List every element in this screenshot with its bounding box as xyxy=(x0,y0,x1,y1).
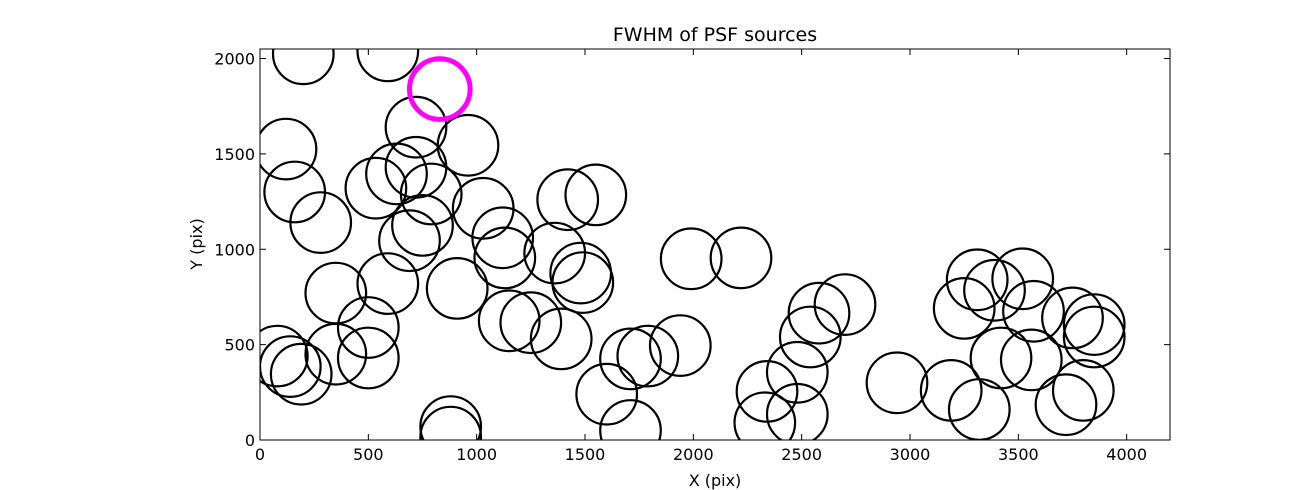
psf-source-marker xyxy=(865,351,929,415)
psf-source-marker xyxy=(344,156,408,220)
psf-source-marker xyxy=(765,340,829,404)
psf-source-marker xyxy=(425,257,489,320)
psf-source-marker xyxy=(499,291,563,355)
y-tick-label: 1500 xyxy=(214,145,255,164)
psf-source-marker xyxy=(945,248,1009,312)
psf-source-marker xyxy=(999,328,1063,392)
x-axis-title: X (pix) xyxy=(689,471,742,490)
y-tick-label: 2000 xyxy=(214,50,255,69)
psf-source-marker xyxy=(399,162,463,226)
psf-source-marker xyxy=(1041,286,1104,350)
psf-source-marker xyxy=(648,314,712,378)
chart-title: FWHM of PSF sources xyxy=(613,24,817,46)
psf-source-marker xyxy=(969,326,1033,390)
x-tick-label: 0 xyxy=(255,445,265,464)
psf-source-marker xyxy=(473,226,537,290)
psf-source-marker xyxy=(304,322,368,386)
psf-source-marker xyxy=(709,226,773,290)
psf-source-marker xyxy=(477,289,541,353)
plot-markers xyxy=(260,49,1126,440)
y-tick-label: 500 xyxy=(224,336,255,355)
psf-source-marker xyxy=(356,49,420,83)
psf-source-marker xyxy=(419,405,483,440)
psf-source-marker xyxy=(733,391,797,440)
psf-source-marker xyxy=(471,206,535,270)
psf-source-marker xyxy=(963,258,1026,322)
psf-source-marker xyxy=(787,281,851,345)
psf-source-marker xyxy=(778,305,842,369)
y-tick-label: 1000 xyxy=(214,240,255,259)
y-axis-title: Y (pix) xyxy=(187,218,206,270)
psf-source-marker xyxy=(260,324,309,388)
psf-source-marker xyxy=(1062,305,1126,369)
psf-source-marker xyxy=(529,307,593,371)
psf-source-marker xyxy=(419,395,483,440)
x-tick-label: 1000 xyxy=(456,445,497,464)
x-axis: 0 500 1000 1500 2000 2500 3000 3500 4000 xyxy=(255,49,1147,464)
psf-source-marker xyxy=(378,209,441,273)
psf-source-marker xyxy=(1002,279,1065,343)
psf-source-marker xyxy=(932,277,996,340)
psf-source-marker xyxy=(1051,359,1115,422)
x-tick-label: 3500 xyxy=(998,445,1039,464)
psf-source-marker xyxy=(813,273,877,337)
x-tick-label: 4000 xyxy=(1106,445,1147,464)
psf-source-marker xyxy=(336,326,400,390)
y-axis: 0 500 1000 1500 2000 xyxy=(214,50,1170,450)
psf-source-marker xyxy=(289,191,353,255)
x-tick-label: 2500 xyxy=(781,445,822,464)
psf-source-marker xyxy=(391,193,454,257)
psf-source-marker xyxy=(551,251,615,315)
psf-source-marker xyxy=(451,176,515,240)
psf-source-marker xyxy=(260,117,318,181)
psf-source-marker xyxy=(356,252,420,316)
x-tick-label: 1500 xyxy=(565,445,606,464)
x-tick-label: 500 xyxy=(353,445,384,464)
psf-source-marker xyxy=(616,324,680,388)
psf-source-marker xyxy=(384,95,448,159)
plot-frame xyxy=(259,48,1171,441)
psf-source-marker xyxy=(260,335,322,398)
psf-source-marker xyxy=(599,399,662,440)
psf-source-marker xyxy=(1062,293,1126,357)
psf-source-marker xyxy=(599,327,662,391)
highlighted-source-marker xyxy=(407,56,473,122)
psf-source-marker xyxy=(1034,373,1098,437)
psf-source-marker xyxy=(575,362,639,426)
psf-source-marker xyxy=(536,168,600,232)
psf-source-marker xyxy=(765,382,829,440)
psf-source-marker xyxy=(991,247,1055,311)
psf-source-marker xyxy=(336,296,400,359)
psf-source-marker xyxy=(304,261,368,325)
psf-source-marker xyxy=(269,342,333,406)
y-tick-label: 0 xyxy=(245,431,255,450)
x-tick-label: 3000 xyxy=(890,445,931,464)
x-tick-label: 2000 xyxy=(673,445,714,464)
psf-source-marker xyxy=(659,227,723,291)
psf-source-marker xyxy=(564,163,628,227)
psf-source-marker xyxy=(271,49,335,86)
